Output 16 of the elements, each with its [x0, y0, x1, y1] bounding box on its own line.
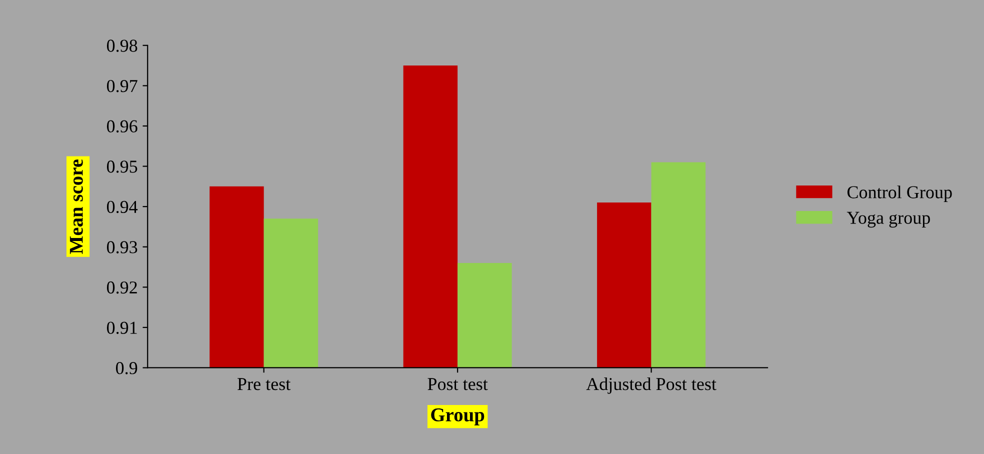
y-axis-title: Mean score: [70, 159, 83, 254]
y-tick-label: 0.92: [106, 281, 137, 294]
y-tick-label: 0.91: [106, 322, 137, 334]
y-tick-label: 0.93: [106, 241, 138, 254]
y-tick-label: 0.98: [106, 40, 138, 52]
x-axis-title: Group: [431, 408, 484, 426]
y-tick-label: 0.95: [106, 160, 138, 173]
x-tick-label: Post test: [428, 378, 488, 390]
legend-label: Yoga group: [846, 212, 930, 228]
legend-label: Control Group: [847, 186, 952, 202]
x-tick-label: Pre test: [238, 378, 291, 390]
y-tick-label: 0.96: [106, 120, 138, 133]
y-tick-label: 0.9: [116, 362, 138, 374]
y-tick-label: 0.94: [106, 200, 138, 214]
x-tick-label: Adjusted Post test: [586, 377, 716, 394]
y-tick-label: 0.97: [106, 80, 138, 92]
